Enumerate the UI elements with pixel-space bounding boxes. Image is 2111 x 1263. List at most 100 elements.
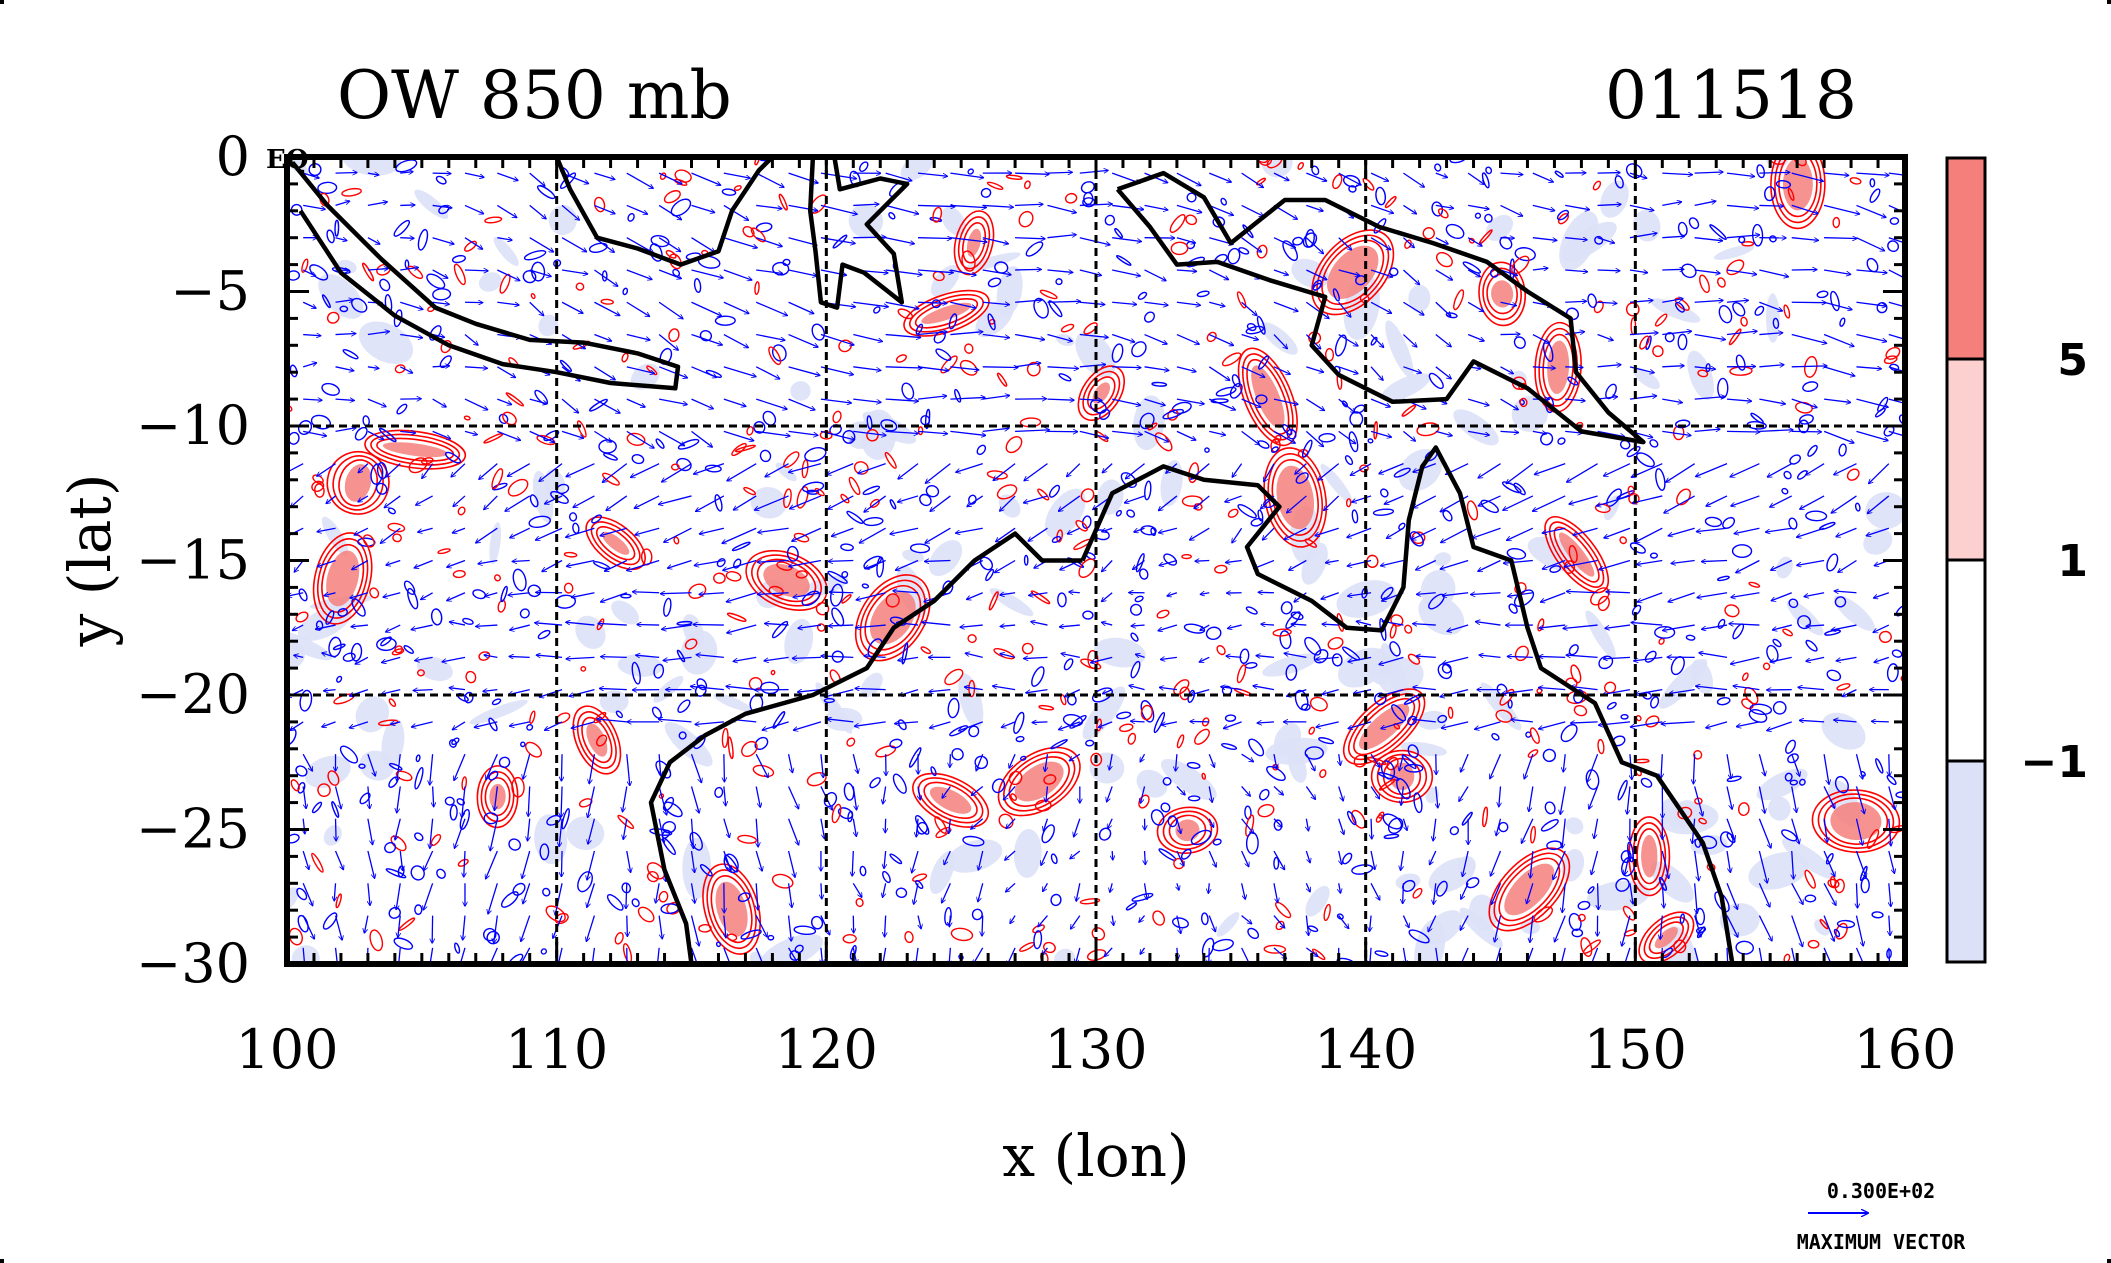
negative-ow-contour xyxy=(1798,778,1806,786)
negative-ow-contour xyxy=(325,610,335,625)
positive-ow-contour xyxy=(1267,453,1323,542)
positive-ow-contour xyxy=(1087,376,1116,411)
positive-ow-contour xyxy=(1297,161,1305,170)
negative-ow-contour xyxy=(321,382,340,396)
positive-ow-contour xyxy=(581,716,613,764)
negative-ow-contour xyxy=(297,420,313,435)
strong-ow-shading xyxy=(1389,762,1415,791)
positive-ow-contour xyxy=(859,579,926,656)
negative-ow-shading xyxy=(946,839,1003,873)
negative-ow-shading xyxy=(1044,488,1086,539)
negative-ow-contour xyxy=(1062,713,1084,727)
negative-ow-contour xyxy=(1220,197,1228,206)
negative-ow-contour xyxy=(1151,381,1168,387)
negative-ow-contour xyxy=(1854,502,1861,512)
wind-vector xyxy=(626,883,627,908)
negative-ow-shading xyxy=(1865,492,1905,529)
negative-ow-shading xyxy=(1781,838,1837,880)
negative-ow-shading xyxy=(846,421,874,449)
negative-ow-shading xyxy=(1417,710,1447,730)
negative-ow-contour xyxy=(737,892,751,903)
wind-vector xyxy=(1889,754,1890,776)
positive-ow-contour xyxy=(1214,564,1228,574)
negative-ow-contour xyxy=(962,835,985,847)
negative-ow-contour xyxy=(1245,325,1265,335)
negative-ow-contour xyxy=(1577,900,1591,911)
negative-ow-contour xyxy=(404,259,410,269)
negative-ow-contour xyxy=(1871,911,1884,919)
negative-ow-contour xyxy=(714,315,736,326)
negative-ow-contour xyxy=(935,348,952,362)
wind-vector xyxy=(1727,431,1760,432)
negative-ow-contour xyxy=(889,853,903,865)
negative-ow-contour xyxy=(311,801,323,814)
negative-ow-contour xyxy=(1318,432,1336,443)
negative-ow-contour xyxy=(1116,255,1132,266)
negative-ow-contour xyxy=(1031,666,1045,687)
positive-ow-contour xyxy=(673,536,680,545)
wind-vector xyxy=(1195,561,1210,562)
positive-ow-contour xyxy=(391,648,405,656)
negative-ow-contour xyxy=(1764,186,1776,202)
positive-ow-contour xyxy=(1324,348,1335,362)
negative-ow-contour xyxy=(1134,595,1144,603)
negative-ow-contour xyxy=(1554,170,1564,178)
positive-ow-contour xyxy=(530,293,536,300)
positive-ow-contour xyxy=(1498,857,1561,922)
positive-ow-contour xyxy=(301,258,309,273)
negative-ow-contour xyxy=(1069,714,1087,729)
positive-ow-contour xyxy=(897,308,914,320)
negative-ow-shading xyxy=(824,707,863,731)
strong-ow-shading xyxy=(382,442,448,458)
negative-ow-contour xyxy=(1301,703,1311,711)
negative-ow-contour xyxy=(321,294,331,309)
wind-vector xyxy=(1759,205,1783,206)
negative-ow-contour xyxy=(354,426,368,441)
negative-ow-contour xyxy=(847,810,854,823)
negative-ow-contour xyxy=(1606,701,1617,710)
wind-vector xyxy=(637,624,660,625)
negative-ow-shading xyxy=(1273,723,1302,756)
y-tick-label: −10 xyxy=(136,394,250,457)
negative-ow-contour xyxy=(1237,504,1257,519)
positive-ow-contour xyxy=(290,779,300,792)
positive-ow-contour xyxy=(1005,174,1023,180)
negative-ow-shading xyxy=(1565,817,1584,835)
negative-ow-shading xyxy=(617,654,663,677)
negative-ow-contour xyxy=(1144,480,1152,501)
wind-vector xyxy=(950,754,951,767)
negative-ow-contour xyxy=(1266,765,1286,782)
y-tick-label: −25 xyxy=(136,798,250,861)
negative-ow-contour xyxy=(753,421,766,434)
negative-ow-contour xyxy=(888,212,896,220)
negative-ow-contour xyxy=(1540,819,1559,832)
positive-ow-contour xyxy=(1323,903,1331,922)
negative-ow-shading xyxy=(1381,373,1431,402)
negative-ow-contour xyxy=(1050,853,1058,865)
positive-ow-contour xyxy=(1804,869,1816,889)
positive-ow-contour xyxy=(996,484,1018,500)
negative-ow-contour xyxy=(1513,482,1526,496)
positive-ow-contour xyxy=(912,873,928,882)
y-tick-label: −15 xyxy=(136,529,250,592)
negative-ow-contour xyxy=(1224,714,1237,722)
positive-ow-contour xyxy=(440,340,452,354)
negative-ow-contour xyxy=(1346,810,1357,826)
positive-ow-contour xyxy=(1018,210,1034,228)
negative-ow-shading xyxy=(963,252,1021,272)
wind-vector xyxy=(1112,850,1113,860)
negative-ow-contour xyxy=(793,925,817,936)
negative-ow-shading xyxy=(1713,245,1754,260)
negative-ow-contour xyxy=(603,452,618,461)
negative-ow-contour xyxy=(1143,311,1155,323)
positive-ow-contour xyxy=(1401,404,1417,417)
negative-ow-contour xyxy=(863,517,884,527)
negative-ow-contour xyxy=(1645,335,1652,351)
positive-ow-contour xyxy=(1263,447,1328,548)
negative-ow-shading xyxy=(1719,903,1760,937)
positive-ow-contour xyxy=(754,157,760,166)
negative-ow-contour xyxy=(987,277,1002,288)
negative-ow-shading xyxy=(358,321,414,364)
negative-ow-contour xyxy=(1816,290,1829,299)
negative-ow-contour xyxy=(786,545,799,562)
